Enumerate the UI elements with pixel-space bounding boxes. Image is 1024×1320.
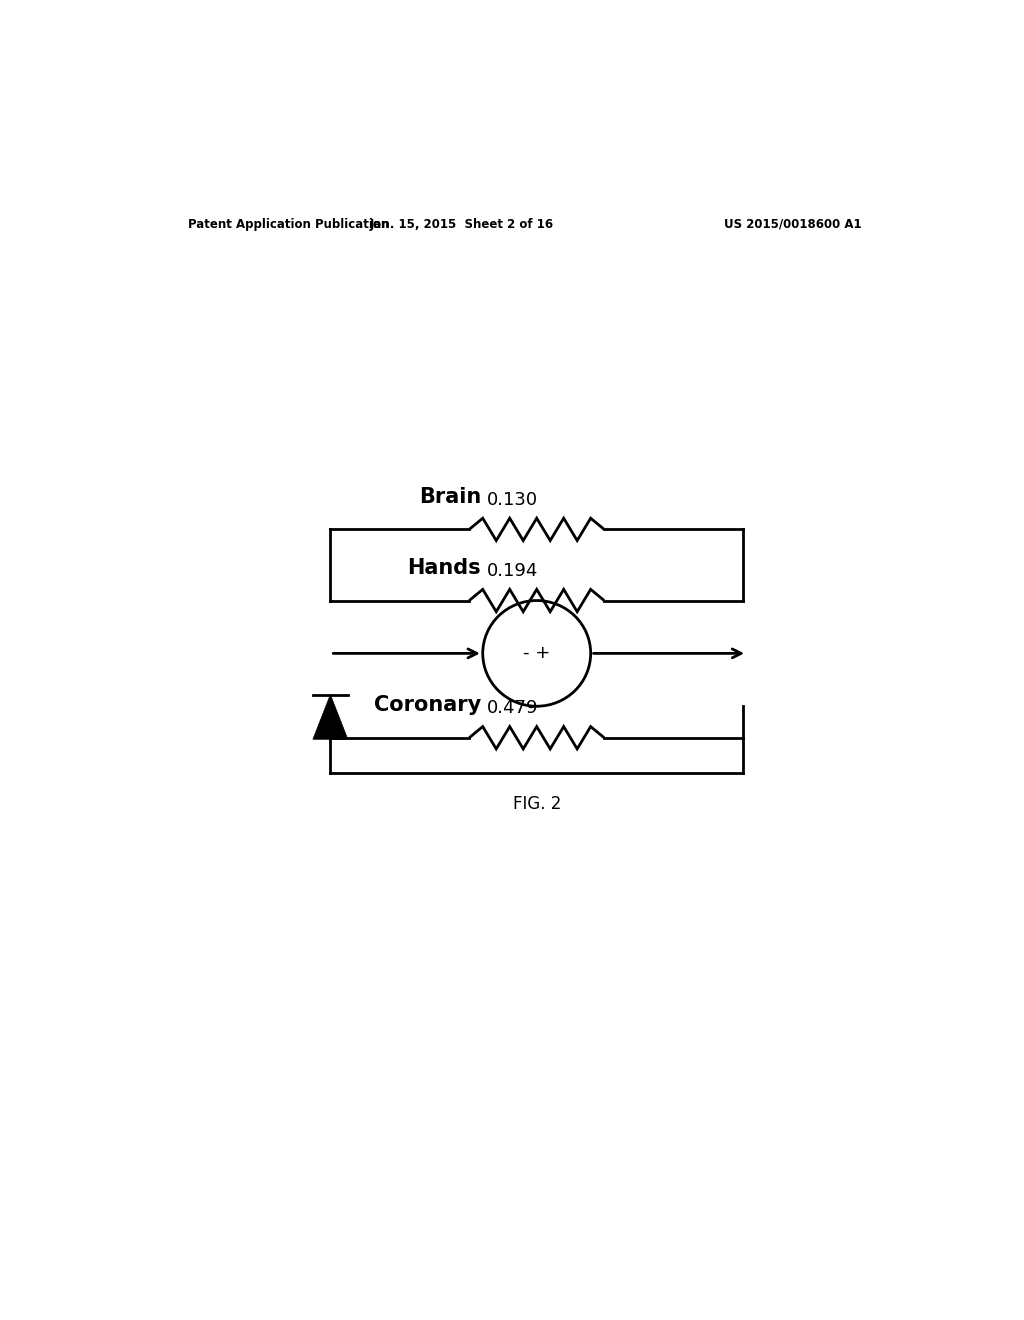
Text: Jan. 15, 2015  Sheet 2 of 16: Jan. 15, 2015 Sheet 2 of 16 (370, 218, 553, 231)
Text: 0.130: 0.130 (486, 491, 538, 510)
Text: 0.479: 0.479 (486, 700, 539, 718)
Text: FIG. 2: FIG. 2 (513, 795, 561, 813)
Text: US 2015/0018600 A1: US 2015/0018600 A1 (724, 218, 862, 231)
Text: - +: - + (523, 644, 550, 663)
Polygon shape (313, 694, 348, 739)
Text: Brain: Brain (419, 487, 481, 507)
Text: Coronary: Coronary (374, 696, 481, 715)
Text: Patent Application Publication: Patent Application Publication (187, 218, 389, 231)
Text: Hands: Hands (408, 558, 481, 578)
Text: 0.194: 0.194 (486, 562, 538, 581)
